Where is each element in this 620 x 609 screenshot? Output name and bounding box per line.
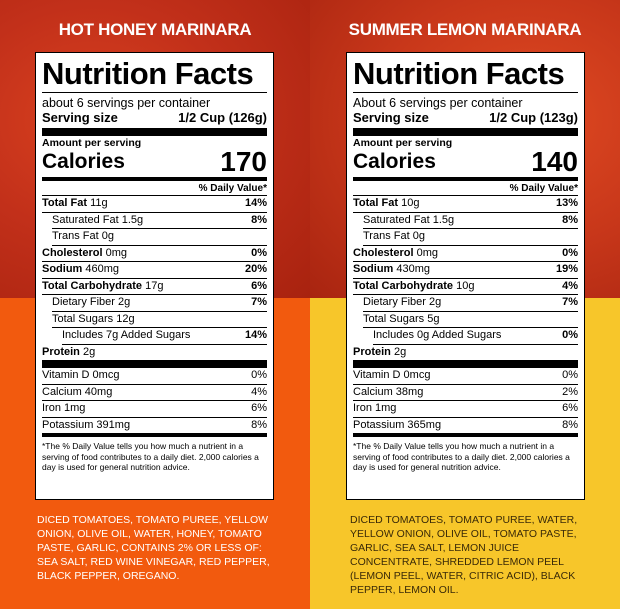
vitamin-row-potassium: Potassium 365mg 8% bbox=[353, 418, 578, 431]
nutrient-row-cholesterol: Cholesterol 0mg 0% bbox=[42, 246, 267, 262]
nutrient-row-total-fat: Total Fat 10g 13% bbox=[353, 196, 578, 213]
daily-value-footnote: *The % Daily Value tells you how much a … bbox=[42, 441, 259, 472]
calories-value: 170 bbox=[220, 146, 267, 177]
calories-row: Calories 140 bbox=[353, 146, 578, 177]
nutrient-row-protein: Protein 2g bbox=[353, 345, 407, 358]
nutrient-row-trans-fat: Trans Fat 0g bbox=[363, 229, 578, 246]
nutrient-row-added-sugars: Includes 7g Added Sugars 14% bbox=[62, 328, 267, 345]
nutrition-facts-title: Nutrition Facts bbox=[353, 56, 565, 91]
vitamin-row-calcium: Calcium 38mg 2% bbox=[353, 385, 578, 401]
ingredients-list: DICED TOMATOES, TOMATO PUREE, YELLOW ONI… bbox=[37, 514, 270, 582]
serving-size-label: Serving size bbox=[42, 110, 118, 125]
nutrient-row-dietary-fiber: Dietary Fiber 2g 7% bbox=[52, 295, 267, 312]
serving-size-value: 1/2 Cup (123g) bbox=[489, 110, 578, 125]
amount-per-serving: Amount per serving bbox=[42, 137, 142, 149]
serving-size-row: Serving size 1/2 Cup (126g) bbox=[42, 110, 267, 125]
nutrient-row-saturated-fat: Saturated Fat 1.5g 8% bbox=[363, 213, 578, 229]
servings-per-container: About 6 servings per container bbox=[353, 96, 523, 110]
product-name: SUMMER LEMON MARINARA bbox=[348, 20, 582, 39]
nutrition-label: Nutrition Facts About 6 servings per con… bbox=[346, 52, 585, 500]
nutrient-row-total-carbohydrate: Total Carbohydrate 17g 6% bbox=[42, 279, 267, 295]
nutrient-row-total-fat: Total Fat 11g 14% bbox=[42, 196, 267, 213]
daily-value-header: % Daily Value* bbox=[42, 181, 267, 196]
nutrient-row-saturated-fat: Saturated Fat 1.5g 8% bbox=[52, 213, 267, 229]
calories-row: Calories 170 bbox=[42, 146, 267, 177]
nutrient-row-cholesterol: Cholesterol 0mg 0% bbox=[353, 246, 578, 262]
calories-value: 140 bbox=[531, 146, 578, 177]
vitamin-row-vitamin-d: Vitamin D 0mcg 0% bbox=[353, 368, 578, 385]
serving-size-value: 1/2 Cup (126g) bbox=[178, 110, 267, 125]
nutrition-facts-title: Nutrition Facts bbox=[42, 56, 254, 91]
vitamin-row-vitamin-d: Vitamin D 0mcg 0% bbox=[42, 368, 267, 385]
calories-label: Calories bbox=[353, 150, 436, 173]
summer-lemon-panel: SUMMER LEMON MARINARA Nutrition Facts Ab… bbox=[310, 0, 620, 609]
daily-value-footnote: *The % Daily Value tells you how much a … bbox=[353, 441, 570, 472]
servings-per-container: about 6 servings per container bbox=[42, 96, 211, 110]
vitamin-row-potassium: Potassium 391mg 8% bbox=[42, 418, 267, 431]
nutrient-row-trans-fat: Trans Fat 0g bbox=[52, 229, 267, 246]
serving-size-label: Serving size bbox=[353, 110, 429, 125]
nutrition-label: Nutrition Facts about 6 servings per con… bbox=[35, 52, 274, 500]
nutrient-row-total-sugars: Total Sugars 5g bbox=[363, 312, 578, 328]
calories-label: Calories bbox=[42, 150, 125, 173]
vitamin-row-iron: Iron 1mg 6% bbox=[353, 401, 578, 418]
nutrient-row-sodium: Sodium 460mg 20% bbox=[42, 262, 267, 279]
vitamin-row-calcium: Calcium 40mg 4% bbox=[42, 385, 267, 401]
ingredients-list: DICED TOMATOES, TOMATO PUREE, WATER, YEL… bbox=[350, 514, 578, 596]
nutrient-row-total-carbohydrate: Total Carbohydrate 10g 4% bbox=[353, 279, 578, 295]
vitamin-row-iron: Iron 1mg 6% bbox=[42, 401, 267, 418]
nutrient-row-protein: Protein 2g bbox=[42, 345, 96, 358]
amount-per-serving: Amount per serving bbox=[353, 137, 453, 149]
product-name: HOT HONEY MARINARA bbox=[58, 20, 252, 39]
serving-size-row: Serving size 1/2 Cup (123g) bbox=[353, 110, 578, 125]
hot-honey-panel: HOT HONEY MARINARA Nutrition Facts about… bbox=[0, 0, 310, 609]
nutrient-row-total-sugars: Total Sugars 12g bbox=[52, 312, 267, 328]
nutrient-row-dietary-fiber: Dietary Fiber 2g 7% bbox=[363, 295, 578, 312]
nutrient-row-added-sugars: Includes 0g Added Sugars 0% bbox=[373, 328, 578, 345]
nutrient-row-sodium: Sodium 430mg 19% bbox=[353, 262, 578, 279]
daily-value-header: % Daily Value* bbox=[353, 181, 578, 196]
